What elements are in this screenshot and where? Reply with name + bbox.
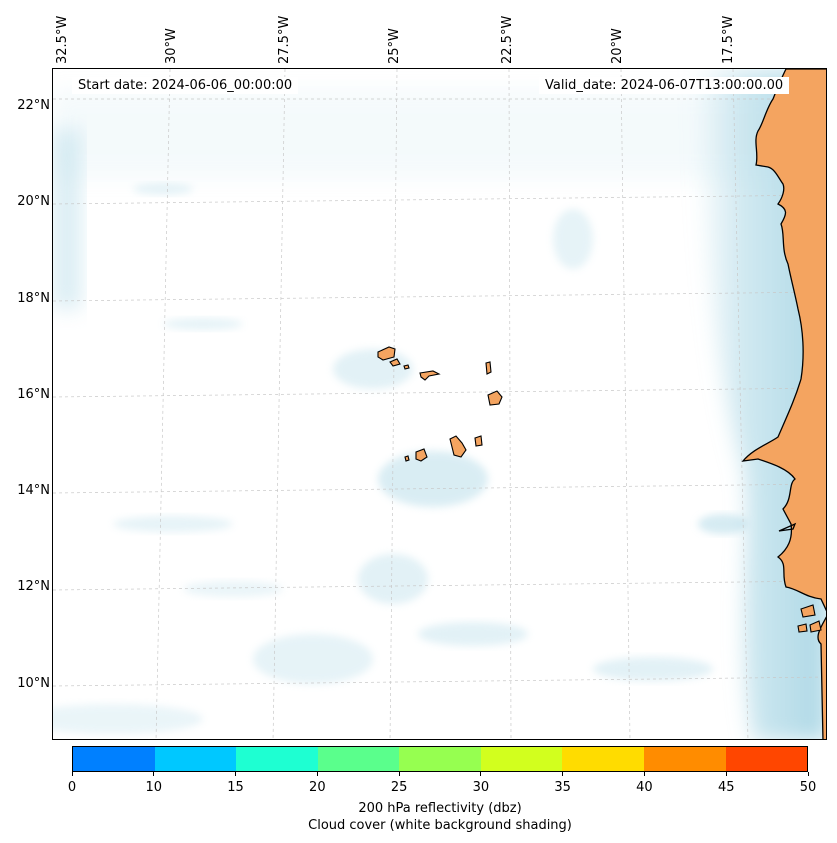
lon-label-22-5w: 22.5°W bbox=[500, 15, 515, 64]
cape-verde-islands bbox=[377, 346, 503, 462]
colorbar-segment bbox=[480, 747, 563, 771]
lat-label-12n: 12°N bbox=[17, 579, 50, 594]
colorbar-tick-label: 20 bbox=[309, 780, 326, 795]
colorbar-tick-label: 30 bbox=[472, 780, 490, 795]
lat-label-14n: 14°N bbox=[17, 483, 50, 498]
colorbar-tick-label: 50 bbox=[799, 780, 817, 795]
colorbar-title: 200 hPa reflectivity (dbz) bbox=[358, 801, 522, 816]
colorbar-tick bbox=[643, 772, 645, 776]
lat-label-18n: 18°N bbox=[17, 291, 50, 306]
island-brava bbox=[404, 455, 410, 462]
colorbar-segment bbox=[236, 747, 318, 771]
valid-date-label: Valid_date: 2024-06-07T13:00:00.00 bbox=[539, 77, 790, 94]
colorbar-segment bbox=[154, 747, 237, 771]
colorbar-tick bbox=[725, 772, 727, 776]
colorbar-tick bbox=[807, 772, 809, 776]
colorbar-tick bbox=[562, 772, 564, 776]
gambia-river-mouth bbox=[778, 522, 797, 532]
start-date-label: Start date: 2024-06-06_00:00:00 bbox=[72, 77, 299, 94]
lon-label-32-5w: 32.5°W bbox=[55, 15, 70, 64]
colorbar-tick bbox=[235, 772, 237, 776]
graticule bbox=[53, 69, 826, 739]
lat-label-22n: 22°N bbox=[17, 98, 50, 113]
colorbar bbox=[72, 746, 808, 772]
island-santiago bbox=[449, 435, 467, 458]
colorbar-segment bbox=[73, 747, 155, 771]
map-canvas bbox=[53, 69, 826, 739]
colorbar-segment bbox=[317, 747, 400, 771]
colorbar-tick-label: 25 bbox=[390, 780, 408, 795]
colorbar-segment bbox=[399, 747, 481, 771]
colorbar-tick bbox=[316, 772, 318, 776]
island-maio bbox=[474, 435, 483, 447]
island-santo-antao bbox=[377, 346, 396, 361]
island-santa-luzia bbox=[403, 364, 410, 370]
colorbar-tick bbox=[71, 772, 73, 776]
colorbar-tick bbox=[480, 772, 482, 776]
colorbar-tick-label: 15 bbox=[227, 780, 244, 795]
island-sal bbox=[485, 361, 492, 375]
map-panel[interactable] bbox=[52, 68, 827, 740]
colorbar-tick-label: 45 bbox=[717, 780, 735, 795]
colorbar-subtitle: Cloud cover (white background shading) bbox=[308, 818, 572, 833]
lon-label-27-5w: 27.5°W bbox=[277, 15, 292, 64]
cloud-cover-shading bbox=[53, 69, 826, 739]
colorbar-tick bbox=[398, 772, 400, 776]
bijagos-islands bbox=[797, 604, 822, 633]
lon-label-30w: 30°W bbox=[164, 28, 179, 64]
island-fogo bbox=[415, 448, 428, 462]
lon-label-25w: 25°W bbox=[387, 28, 402, 64]
colorbar-segment bbox=[562, 747, 644, 771]
lon-label-20w: 20°W bbox=[610, 28, 625, 64]
lat-label-20n: 20°N bbox=[17, 194, 50, 209]
colorbar-tick-label: 10 bbox=[145, 780, 163, 795]
africa-coastline bbox=[741, 69, 826, 739]
colorbar-segment bbox=[643, 747, 726, 771]
island-sao-nicolau bbox=[419, 370, 441, 381]
colorbar-tick bbox=[153, 772, 155, 776]
lat-label-10n: 10°N bbox=[17, 676, 50, 691]
lat-label-16n: 16°N bbox=[17, 387, 50, 402]
colorbar-tick-label: 40 bbox=[636, 780, 653, 795]
island-boa-vista bbox=[487, 390, 503, 406]
colorbar-tick-label: 35 bbox=[554, 780, 571, 795]
colorbar-segment bbox=[725, 747, 808, 771]
lon-label-17-5w: 17.5°W bbox=[721, 15, 736, 64]
colorbar-tick-label: 0 bbox=[67, 780, 77, 795]
island-sao-vicente bbox=[389, 358, 401, 367]
